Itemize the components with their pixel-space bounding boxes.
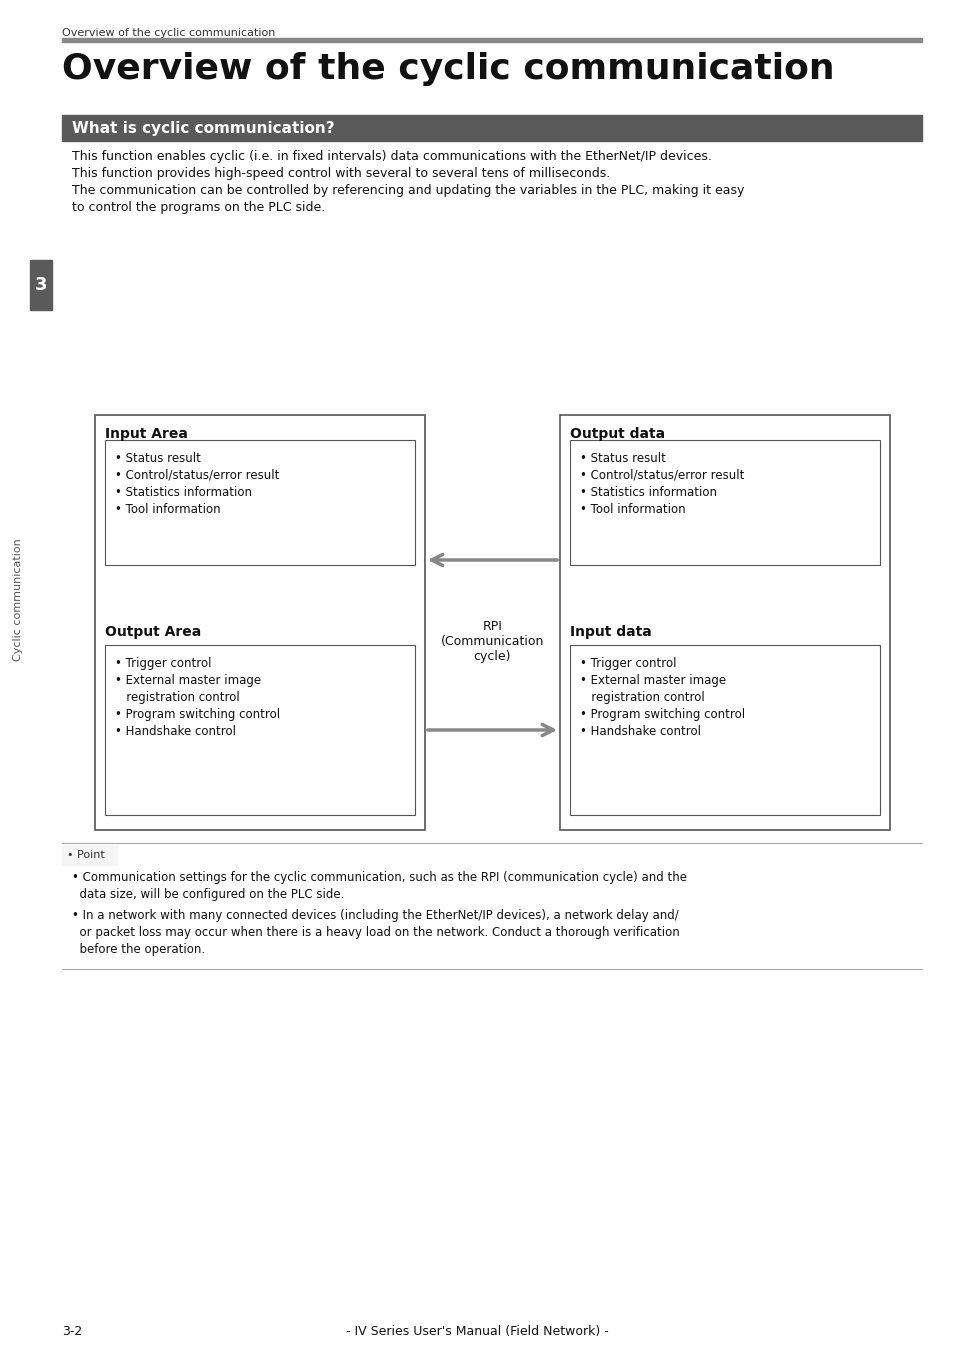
Text: • Control/status/error result: • Control/status/error result: [115, 469, 279, 483]
Text: 3-2: 3-2: [62, 1325, 82, 1339]
Bar: [569, 644, 879, 816]
Text: This function enables cyclic (i.e. in fixed intervals) data communications with : This function enables cyclic (i.e. in fi…: [71, 150, 711, 163]
Bar: [62, 115, 921, 142]
Text: • Statistics information: • Statistics information: [579, 487, 717, 499]
Bar: [95, 415, 424, 830]
Text: • Tool information: • Tool information: [115, 503, 220, 516]
Text: This function provides high-speed control with several to several tens of millis: This function provides high-speed contro…: [71, 167, 610, 181]
Text: • In a network with many connected devices (including the EtherNet/IP devices), : • In a network with many connected devic…: [71, 909, 678, 922]
Text: Cyclic communication: Cyclic communication: [13, 539, 23, 662]
Text: • Point: • Point: [67, 851, 105, 860]
Text: or packet loss may occur when there is a heavy load on the network. Conduct a th: or packet loss may occur when there is a…: [71, 926, 679, 940]
Text: 3: 3: [34, 276, 48, 294]
Text: before the operation.: before the operation.: [71, 944, 205, 956]
Bar: [559, 415, 889, 830]
Text: • Status result: • Status result: [579, 452, 665, 465]
Bar: [62, 38, 921, 42]
Text: registration control: registration control: [579, 692, 704, 704]
Text: - IV Series User's Manual (Field Network) -: - IV Series User's Manual (Field Network…: [345, 1325, 608, 1339]
Text: • Communication settings for the cyclic communication, such as the RPI (communic: • Communication settings for the cyclic …: [71, 871, 686, 884]
Text: Output data: Output data: [569, 427, 664, 441]
Text: • Control/status/error result: • Control/status/error result: [579, 469, 743, 483]
Text: • Tool information: • Tool information: [579, 503, 685, 516]
Text: • Program switching control: • Program switching control: [115, 708, 280, 721]
Text: Overview of the cyclic communication: Overview of the cyclic communication: [62, 28, 275, 38]
Text: • Status result: • Status result: [115, 452, 201, 465]
Text: • Handshake control: • Handshake control: [115, 725, 235, 737]
Bar: [569, 439, 879, 565]
Text: registration control: registration control: [115, 692, 239, 704]
Bar: [62, 845, 117, 865]
Text: • Trigger control: • Trigger control: [579, 656, 676, 670]
Text: • Trigger control: • Trigger control: [115, 656, 212, 670]
Text: Overview of the cyclic communication: Overview of the cyclic communication: [62, 53, 834, 86]
Text: • External master image: • External master image: [115, 674, 261, 687]
Text: Input Area: Input Area: [105, 427, 188, 441]
Bar: [105, 644, 415, 816]
Text: to control the programs on the PLC side.: to control the programs on the PLC side.: [71, 201, 325, 214]
Text: • Program switching control: • Program switching control: [579, 708, 744, 721]
Text: Output Area: Output Area: [105, 625, 201, 639]
Text: • External master image: • External master image: [579, 674, 725, 687]
Text: What is cyclic communication?: What is cyclic communication?: [71, 120, 335, 136]
Text: RPI
(Communication
cycle): RPI (Communication cycle): [440, 620, 543, 663]
Text: Input data: Input data: [569, 625, 651, 639]
Bar: [30, 260, 52, 310]
Text: The communication can be controlled by referencing and updating the variables in: The communication can be controlled by r…: [71, 183, 743, 197]
Text: • Statistics information: • Statistics information: [115, 487, 252, 499]
Text: data size, will be configured on the PLC side.: data size, will be configured on the PLC…: [71, 888, 344, 900]
Bar: [105, 439, 415, 565]
Text: • Handshake control: • Handshake control: [579, 725, 700, 737]
